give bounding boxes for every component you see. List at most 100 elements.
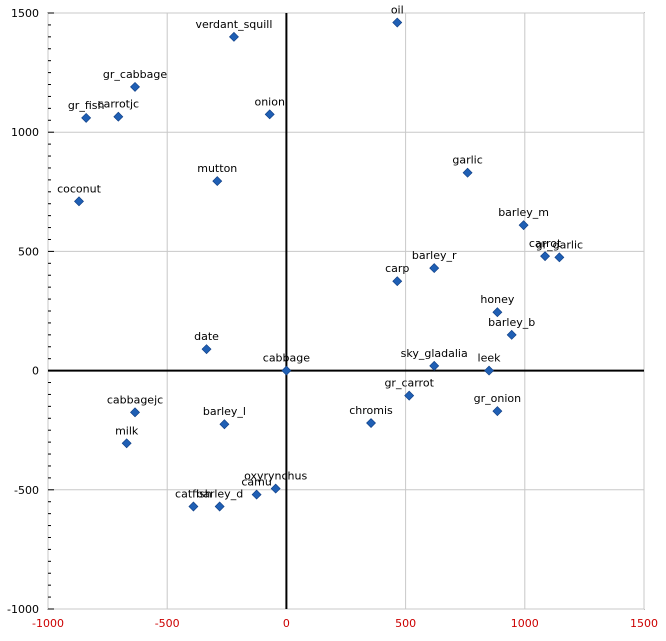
data-points: oil verdant_squill gr_cabbage gr_fishcarrot… — [57, 4, 583, 512]
x-tick-label: -500 — [155, 617, 180, 630]
x-tick-labels: -1000 -500 0 500 1000 1500 — [32, 617, 658, 630]
point-label: oxyrynchus — [244, 470, 307, 483]
data-point: garlic — [452, 154, 483, 178]
y-tick-label: -500 — [14, 484, 39, 497]
x-tick-label: -1000 — [32, 617, 64, 630]
point-label: onion — [254, 95, 284, 108]
data-point: barley_l — [203, 405, 246, 430]
data-point: cabbage — [263, 352, 310, 376]
zero-axes — [48, 13, 644, 609]
data-point: carrot — [529, 237, 562, 262]
point-marker — [130, 407, 140, 418]
data-point: oxyrynchus — [244, 470, 308, 494]
point-label: cabbagejc — [107, 393, 163, 406]
point-marker — [484, 365, 494, 376]
data-point: barley_r — [412, 249, 457, 274]
point-label: carrot — [529, 237, 562, 250]
point-marker — [214, 501, 225, 512]
point-label: sky_gladalia — [401, 347, 468, 360]
point-marker — [251, 489, 262, 500]
point-marker — [392, 276, 403, 287]
point-marker — [366, 418, 376, 428]
x-tick-label: 1000 — [511, 617, 539, 630]
y-tick-label: 1500 — [11, 7, 39, 20]
point-marker — [492, 406, 503, 417]
data-point: coconut — [57, 182, 102, 207]
point-marker — [554, 252, 565, 263]
x-tick-label: 1500 — [630, 617, 658, 630]
point-label: carrotjc — [98, 98, 140, 111]
point-marker — [229, 31, 239, 42]
point-label: camu — [241, 476, 271, 489]
data-point: mutton — [197, 162, 237, 187]
point-marker — [492, 307, 503, 318]
point-marker — [281, 365, 292, 376]
point-marker — [130, 81, 140, 92]
y-tick-label: 500 — [18, 245, 39, 258]
data-point: verdant_squill — [195, 18, 272, 42]
data-point: catfish — [175, 487, 212, 512]
x-tick-label: 0 — [283, 617, 290, 630]
data-point: gr_cabbage — [103, 68, 167, 92]
point-label: barley_r — [412, 249, 457, 262]
point-marker — [392, 17, 403, 28]
point-label: gr_carrot — [384, 377, 434, 390]
point-label: barley_m — [498, 206, 549, 219]
point-label: barley_b — [488, 316, 535, 329]
point-marker — [429, 263, 440, 274]
data-point: gr_garlic — [536, 238, 583, 263]
data-point: gr_fish — [68, 99, 105, 123]
point-marker — [81, 112, 92, 123]
data-point: carrotjc — [98, 98, 140, 122]
data-point: onion — [254, 95, 285, 120]
point-label: coconut — [57, 182, 101, 195]
y-tick-label: 0 — [32, 365, 39, 378]
point-label: barley_l — [203, 405, 246, 418]
data-point: cabbagejc — [107, 393, 163, 418]
point-label: oil — [391, 4, 404, 17]
point-marker — [219, 419, 230, 430]
point-marker — [121, 438, 132, 449]
data-point: barley_m — [498, 206, 549, 231]
point-marker — [74, 196, 84, 207]
point-label: leek — [478, 352, 502, 365]
point-marker — [270, 483, 281, 494]
point-marker — [113, 111, 124, 122]
data-point: barley_b — [488, 316, 535, 340]
y-tick-label: -1000 — [7, 603, 39, 616]
data-point: camu — [241, 476, 272, 500]
data-point: carp — [385, 262, 409, 287]
point-marker — [201, 344, 212, 355]
point-label: garlic — [452, 154, 482, 167]
plot-area — [47, 12, 645, 610]
data-point: barley_d — [196, 487, 243, 512]
point-marker — [540, 251, 551, 262]
minor-ticks — [48, 12, 54, 610]
point-label: verdant_squill — [195, 18, 272, 31]
data-point: gr_carrot — [384, 377, 435, 401]
data-point: gr_onion — [474, 392, 521, 417]
data-point: honey — [480, 293, 515, 318]
point-label: gr_onion — [474, 392, 521, 405]
point-label: carp — [385, 262, 409, 275]
point-marker — [264, 109, 275, 120]
point-label: honey — [480, 293, 514, 306]
point-marker — [212, 176, 223, 187]
point-marker — [506, 329, 517, 340]
data-point: leek — [478, 352, 502, 376]
point-label: date — [194, 330, 219, 343]
point-label: milk — [115, 424, 139, 437]
y-tick-labels: 1500 1000 500 0 -500 -1000 — [7, 7, 39, 616]
point-marker — [429, 360, 440, 371]
point-label: barley_d — [196, 487, 243, 500]
point-label: mutton — [197, 162, 237, 175]
data-point: date — [194, 330, 219, 355]
x-tick-label: 500 — [395, 617, 416, 630]
point-label: gr_fish — [68, 99, 105, 112]
point-label: catfish — [175, 487, 212, 500]
point-label: chromis — [349, 404, 393, 417]
point-marker — [518, 220, 529, 231]
data-point: chromis — [349, 404, 393, 428]
point-label: gr_garlic — [536, 238, 583, 251]
